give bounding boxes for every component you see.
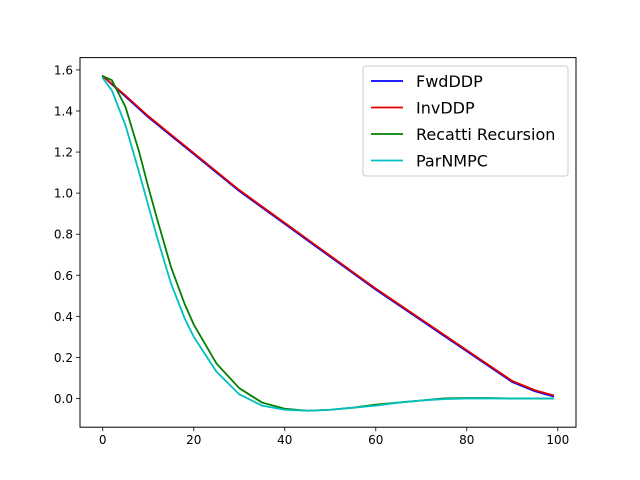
legend-box <box>362 65 569 177</box>
x-tick-label: 40 <box>277 433 292 447</box>
y-tick-label: 0.2 <box>54 351 73 365</box>
plot-lines <box>101 75 555 412</box>
series-line-1 <box>101 75 555 397</box>
legend-label-2: Recatti Recursion <box>416 125 555 144</box>
x-tick-label: 0 <box>99 433 107 447</box>
y-tick-label: 1.4 <box>54 104 73 118</box>
y-tick-label: 0.4 <box>54 310 73 324</box>
y-tick-label: 1.2 <box>54 146 73 160</box>
series-line-3 <box>101 77 555 412</box>
legend-label-0: FwdDDP <box>416 72 483 91</box>
y-tick-label: 0.6 <box>54 269 73 283</box>
y-tick-label: 0.0 <box>54 392 73 406</box>
x-tick-label: 80 <box>459 433 474 447</box>
x-tick-label: 60 <box>368 433 383 447</box>
axes-frame <box>79 57 577 428</box>
y-tick-label: 0.8 <box>54 228 73 242</box>
x-tick-label: 20 <box>186 433 201 447</box>
legend-label-3: ParNMPC <box>416 152 488 171</box>
x-axis-ticks: 0 20 40 60 80 100 <box>99 427 569 447</box>
y-tick-label: 1.0 <box>54 187 73 201</box>
legend-label-1: InvDDP <box>416 99 475 118</box>
y-tick-label: 1.6 <box>54 63 73 77</box>
legend: FwdDDP InvDDP Recatti Recursion ParNMPC <box>362 65 569 177</box>
x-tick-label: 100 <box>546 433 569 447</box>
y-axis-ticks: 0.0 0.2 0.4 0.6 0.8 1.0 1.2 1.4 1.6 <box>54 63 80 406</box>
